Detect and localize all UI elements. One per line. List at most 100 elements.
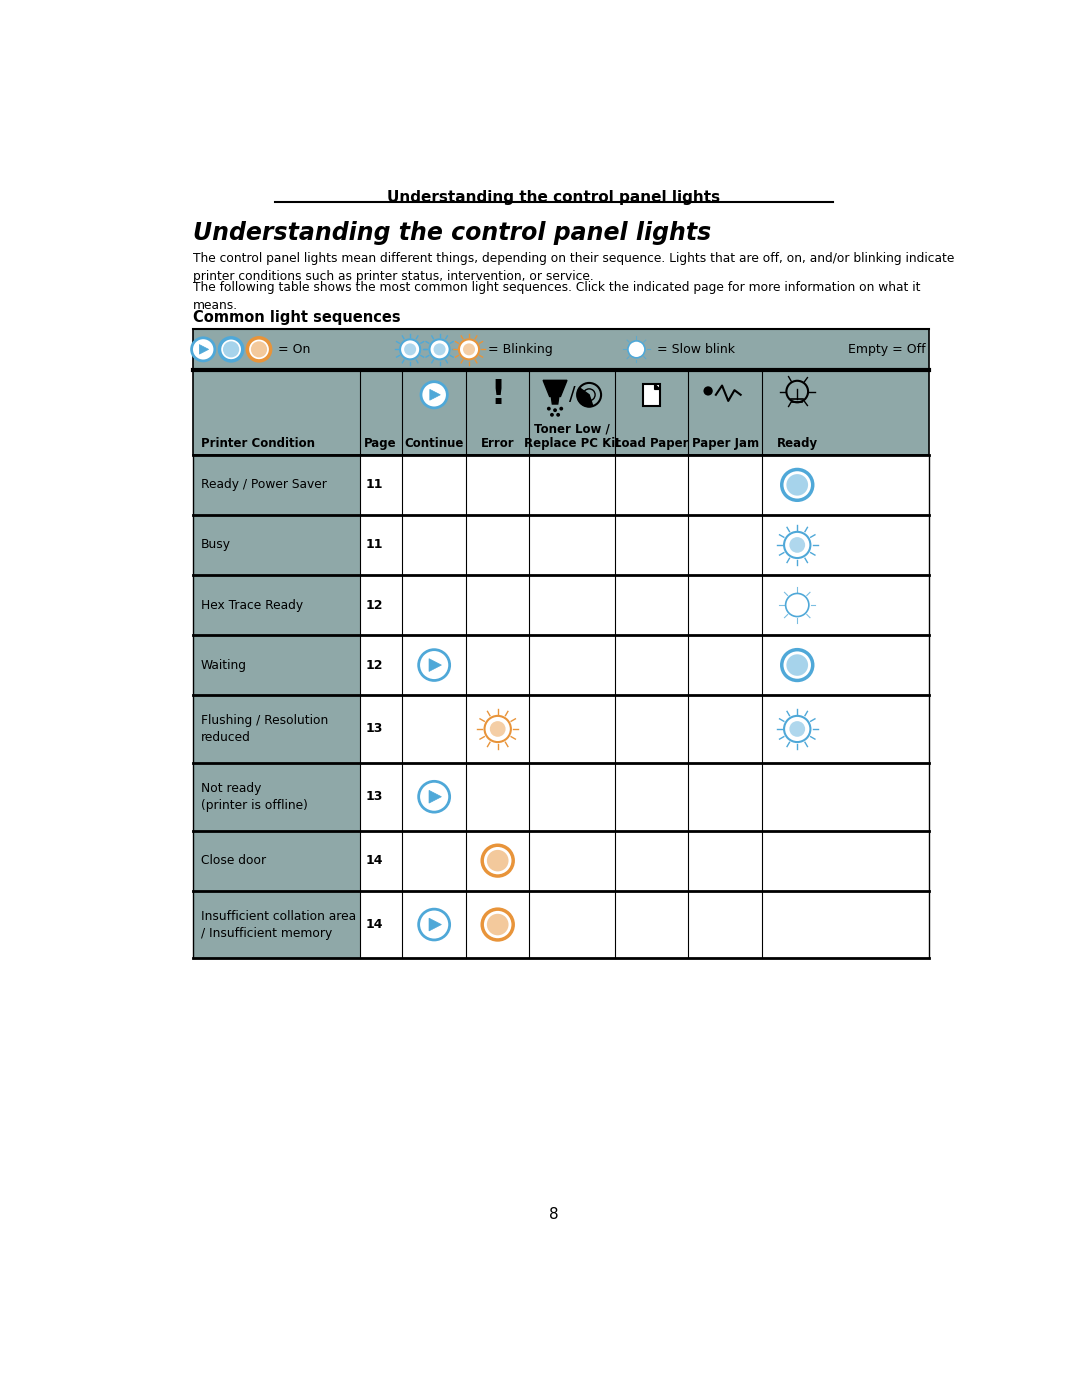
FancyBboxPatch shape <box>193 455 360 515</box>
Text: Understanding the control panel lights: Understanding the control panel lights <box>387 190 720 205</box>
FancyBboxPatch shape <box>529 891 615 958</box>
Polygon shape <box>429 918 442 930</box>
Text: Insufficient collation area
/ Insufficient memory: Insufficient collation area / Insufficie… <box>201 909 356 940</box>
FancyBboxPatch shape <box>615 763 688 831</box>
FancyBboxPatch shape <box>688 831 762 891</box>
Circle shape <box>404 344 416 355</box>
Circle shape <box>433 344 446 355</box>
FancyBboxPatch shape <box>762 831 833 891</box>
Circle shape <box>703 387 713 395</box>
FancyBboxPatch shape <box>643 384 660 405</box>
FancyBboxPatch shape <box>529 763 615 831</box>
Text: Waiting: Waiting <box>201 658 247 672</box>
FancyBboxPatch shape <box>360 576 403 636</box>
FancyBboxPatch shape <box>688 576 762 636</box>
Circle shape <box>191 338 215 360</box>
Circle shape <box>487 914 509 936</box>
Circle shape <box>627 341 645 358</box>
FancyBboxPatch shape <box>615 515 688 576</box>
Text: 11: 11 <box>365 538 382 552</box>
Text: Toner Low /
Replace PC Kit: Toner Low / Replace PC Kit <box>524 422 621 450</box>
FancyBboxPatch shape <box>193 576 360 636</box>
Circle shape <box>490 721 505 736</box>
Circle shape <box>546 407 551 411</box>
FancyBboxPatch shape <box>529 515 615 576</box>
Polygon shape <box>429 659 442 672</box>
FancyBboxPatch shape <box>193 763 360 831</box>
FancyBboxPatch shape <box>360 515 403 576</box>
FancyBboxPatch shape <box>193 515 360 576</box>
Circle shape <box>430 339 449 359</box>
Circle shape <box>419 909 449 940</box>
FancyBboxPatch shape <box>465 455 529 515</box>
FancyBboxPatch shape <box>403 455 465 515</box>
FancyBboxPatch shape <box>529 831 615 891</box>
FancyBboxPatch shape <box>465 891 529 958</box>
Text: Paper Jam: Paper Jam <box>691 437 759 450</box>
FancyBboxPatch shape <box>360 696 403 763</box>
Text: Continue: Continue <box>405 437 463 450</box>
FancyBboxPatch shape <box>688 891 762 958</box>
Text: Common light sequences: Common light sequences <box>193 310 401 326</box>
Circle shape <box>786 654 808 676</box>
FancyBboxPatch shape <box>762 891 833 958</box>
FancyBboxPatch shape <box>360 891 403 958</box>
FancyBboxPatch shape <box>529 576 615 636</box>
Circle shape <box>786 474 808 496</box>
Text: Understanding the control panel lights: Understanding the control panel lights <box>193 221 712 244</box>
Text: Empty = Off: Empty = Off <box>848 342 926 356</box>
Text: 12: 12 <box>365 658 382 672</box>
FancyBboxPatch shape <box>688 763 762 831</box>
Text: Page: Page <box>364 437 396 450</box>
Circle shape <box>789 721 806 736</box>
Text: 12: 12 <box>365 598 382 612</box>
Text: 14: 14 <box>365 854 382 868</box>
Text: 14: 14 <box>365 918 382 930</box>
Circle shape <box>419 781 449 812</box>
Circle shape <box>487 849 509 872</box>
FancyBboxPatch shape <box>465 515 529 576</box>
FancyBboxPatch shape <box>403 696 465 763</box>
Text: The control panel lights mean different things, depending on their sequence. Lig: The control panel lights mean different … <box>193 251 955 282</box>
FancyBboxPatch shape <box>193 696 360 763</box>
Text: Load Paper: Load Paper <box>615 437 689 450</box>
Text: Close door: Close door <box>201 854 266 868</box>
FancyBboxPatch shape <box>193 636 360 696</box>
Polygon shape <box>551 397 558 404</box>
Text: Not ready
(printer is offline): Not ready (printer is offline) <box>201 782 308 812</box>
Text: 11: 11 <box>365 478 382 492</box>
FancyBboxPatch shape <box>688 515 762 576</box>
FancyBboxPatch shape <box>615 455 688 515</box>
FancyBboxPatch shape <box>403 891 465 958</box>
FancyBboxPatch shape <box>615 891 688 958</box>
Polygon shape <box>430 390 441 400</box>
Circle shape <box>556 414 561 416</box>
FancyBboxPatch shape <box>615 696 688 763</box>
FancyBboxPatch shape <box>465 576 529 636</box>
Polygon shape <box>200 345 208 353</box>
Circle shape <box>459 339 480 359</box>
Circle shape <box>485 715 511 742</box>
FancyBboxPatch shape <box>615 576 688 636</box>
Circle shape <box>550 414 554 416</box>
Polygon shape <box>654 384 660 390</box>
FancyBboxPatch shape <box>465 831 529 891</box>
Circle shape <box>559 407 563 411</box>
FancyBboxPatch shape <box>193 831 360 891</box>
Circle shape <box>222 341 240 358</box>
Circle shape <box>463 344 475 355</box>
Text: Flushing / Resolution
reduced: Flushing / Resolution reduced <box>201 714 328 745</box>
FancyBboxPatch shape <box>762 515 833 576</box>
Text: Busy: Busy <box>201 538 231 552</box>
FancyBboxPatch shape <box>688 696 762 763</box>
Text: /: / <box>569 386 576 404</box>
Text: = On: = On <box>279 342 311 356</box>
FancyBboxPatch shape <box>529 636 615 696</box>
FancyBboxPatch shape <box>360 763 403 831</box>
Circle shape <box>419 650 449 680</box>
Text: Ready: Ready <box>777 437 818 450</box>
FancyBboxPatch shape <box>615 636 688 696</box>
FancyBboxPatch shape <box>193 370 930 455</box>
Text: Hex Trace Ready: Hex Trace Ready <box>201 598 303 612</box>
FancyBboxPatch shape <box>529 696 615 763</box>
